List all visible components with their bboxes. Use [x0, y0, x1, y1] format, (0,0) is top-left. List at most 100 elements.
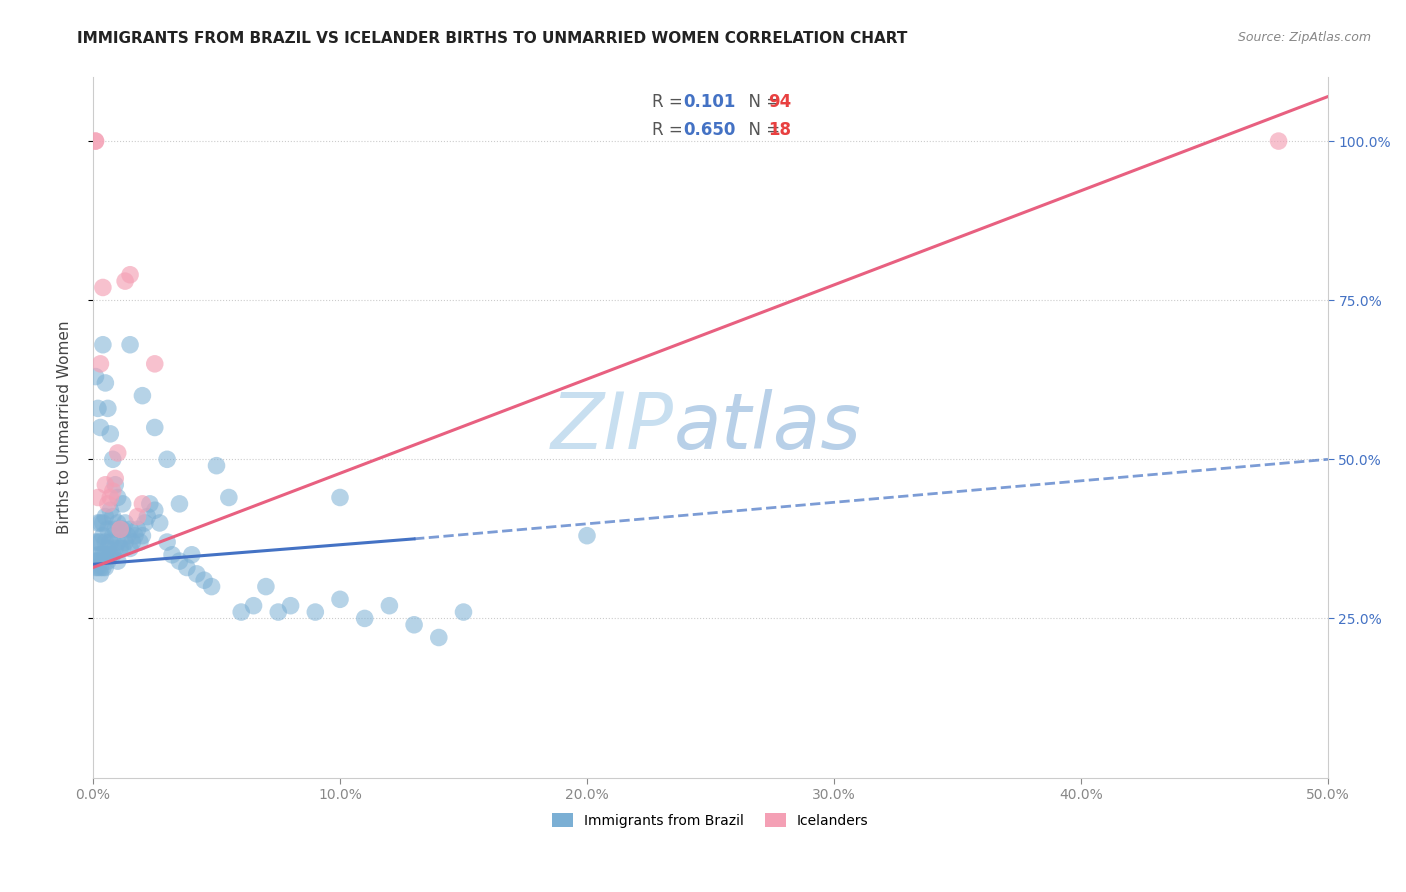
Point — [98, 426, 121, 441]
Point — [84, 134, 107, 148]
Point — [91, 529, 114, 543]
Point — [267, 605, 290, 619]
Point — [94, 560, 117, 574]
Point — [139, 497, 162, 511]
Point — [193, 573, 215, 587]
Point — [97, 522, 120, 536]
Point — [124, 529, 146, 543]
Text: atlas: atlas — [673, 390, 862, 466]
Point — [104, 541, 127, 556]
Point — [87, 516, 110, 530]
Point — [97, 541, 120, 556]
Point — [89, 516, 111, 530]
Point — [143, 357, 166, 371]
Point — [129, 535, 152, 549]
Point — [254, 580, 277, 594]
Text: 94: 94 — [769, 93, 792, 111]
Point — [280, 599, 302, 613]
Point — [242, 599, 264, 613]
Point — [94, 376, 117, 390]
Point — [176, 560, 198, 574]
Point — [91, 280, 114, 294]
Text: R =: R = — [652, 93, 693, 111]
Point — [97, 554, 120, 568]
Point — [453, 605, 475, 619]
Point — [84, 134, 107, 148]
Point — [87, 535, 110, 549]
Point — [108, 522, 131, 536]
Point — [108, 541, 131, 556]
Point — [180, 548, 202, 562]
Point — [200, 580, 222, 594]
Point — [84, 554, 107, 568]
Point — [1267, 134, 1289, 148]
Point — [87, 491, 110, 505]
Point — [205, 458, 228, 473]
Point — [117, 529, 139, 543]
Point — [575, 529, 598, 543]
Point — [101, 509, 124, 524]
Point — [427, 631, 450, 645]
Point — [84, 535, 107, 549]
Point — [97, 497, 120, 511]
Point — [127, 509, 149, 524]
Point — [231, 605, 253, 619]
Y-axis label: Births to Unmarried Women: Births to Unmarried Women — [58, 321, 72, 534]
Point — [120, 268, 142, 282]
Point — [143, 420, 166, 434]
Point — [94, 548, 117, 562]
Point — [104, 471, 127, 485]
Point — [107, 491, 129, 505]
Point — [121, 535, 143, 549]
Point — [169, 497, 191, 511]
Point — [91, 548, 114, 562]
Point — [404, 617, 426, 632]
Point — [378, 599, 401, 613]
Text: N =: N = — [738, 93, 785, 111]
Point — [87, 401, 110, 416]
Point — [131, 497, 153, 511]
Text: R =: R = — [652, 121, 693, 139]
Point — [127, 522, 149, 536]
Point — [120, 541, 142, 556]
Point — [108, 522, 131, 536]
Point — [94, 535, 117, 549]
Point — [149, 516, 172, 530]
Point — [304, 605, 326, 619]
Point — [107, 554, 129, 568]
Point — [89, 357, 111, 371]
Text: Source: ZipAtlas.com: Source: ZipAtlas.com — [1237, 31, 1371, 45]
Point — [87, 554, 110, 568]
Point — [91, 516, 114, 530]
Point — [143, 503, 166, 517]
Point — [104, 522, 127, 536]
Point — [111, 497, 134, 511]
Point — [91, 560, 114, 574]
Point — [107, 535, 129, 549]
Point — [120, 522, 142, 536]
Point — [120, 337, 142, 351]
Point — [84, 369, 107, 384]
Point — [107, 516, 129, 530]
Point — [186, 566, 208, 581]
Point — [111, 541, 134, 556]
Text: 0.650: 0.650 — [683, 121, 735, 139]
Point — [94, 509, 117, 524]
Text: 0.101: 0.101 — [683, 93, 735, 111]
Point — [98, 503, 121, 517]
Point — [98, 491, 121, 505]
Point — [89, 566, 111, 581]
Point — [101, 452, 124, 467]
Point — [107, 446, 129, 460]
Point — [160, 548, 183, 562]
Point — [89, 535, 111, 549]
Point — [169, 554, 191, 568]
Point — [114, 274, 136, 288]
Point — [131, 389, 153, 403]
Point — [87, 548, 110, 562]
Point — [111, 522, 134, 536]
Text: N =: N = — [738, 121, 785, 139]
Point — [131, 529, 153, 543]
Point — [329, 592, 352, 607]
Point — [329, 491, 352, 505]
